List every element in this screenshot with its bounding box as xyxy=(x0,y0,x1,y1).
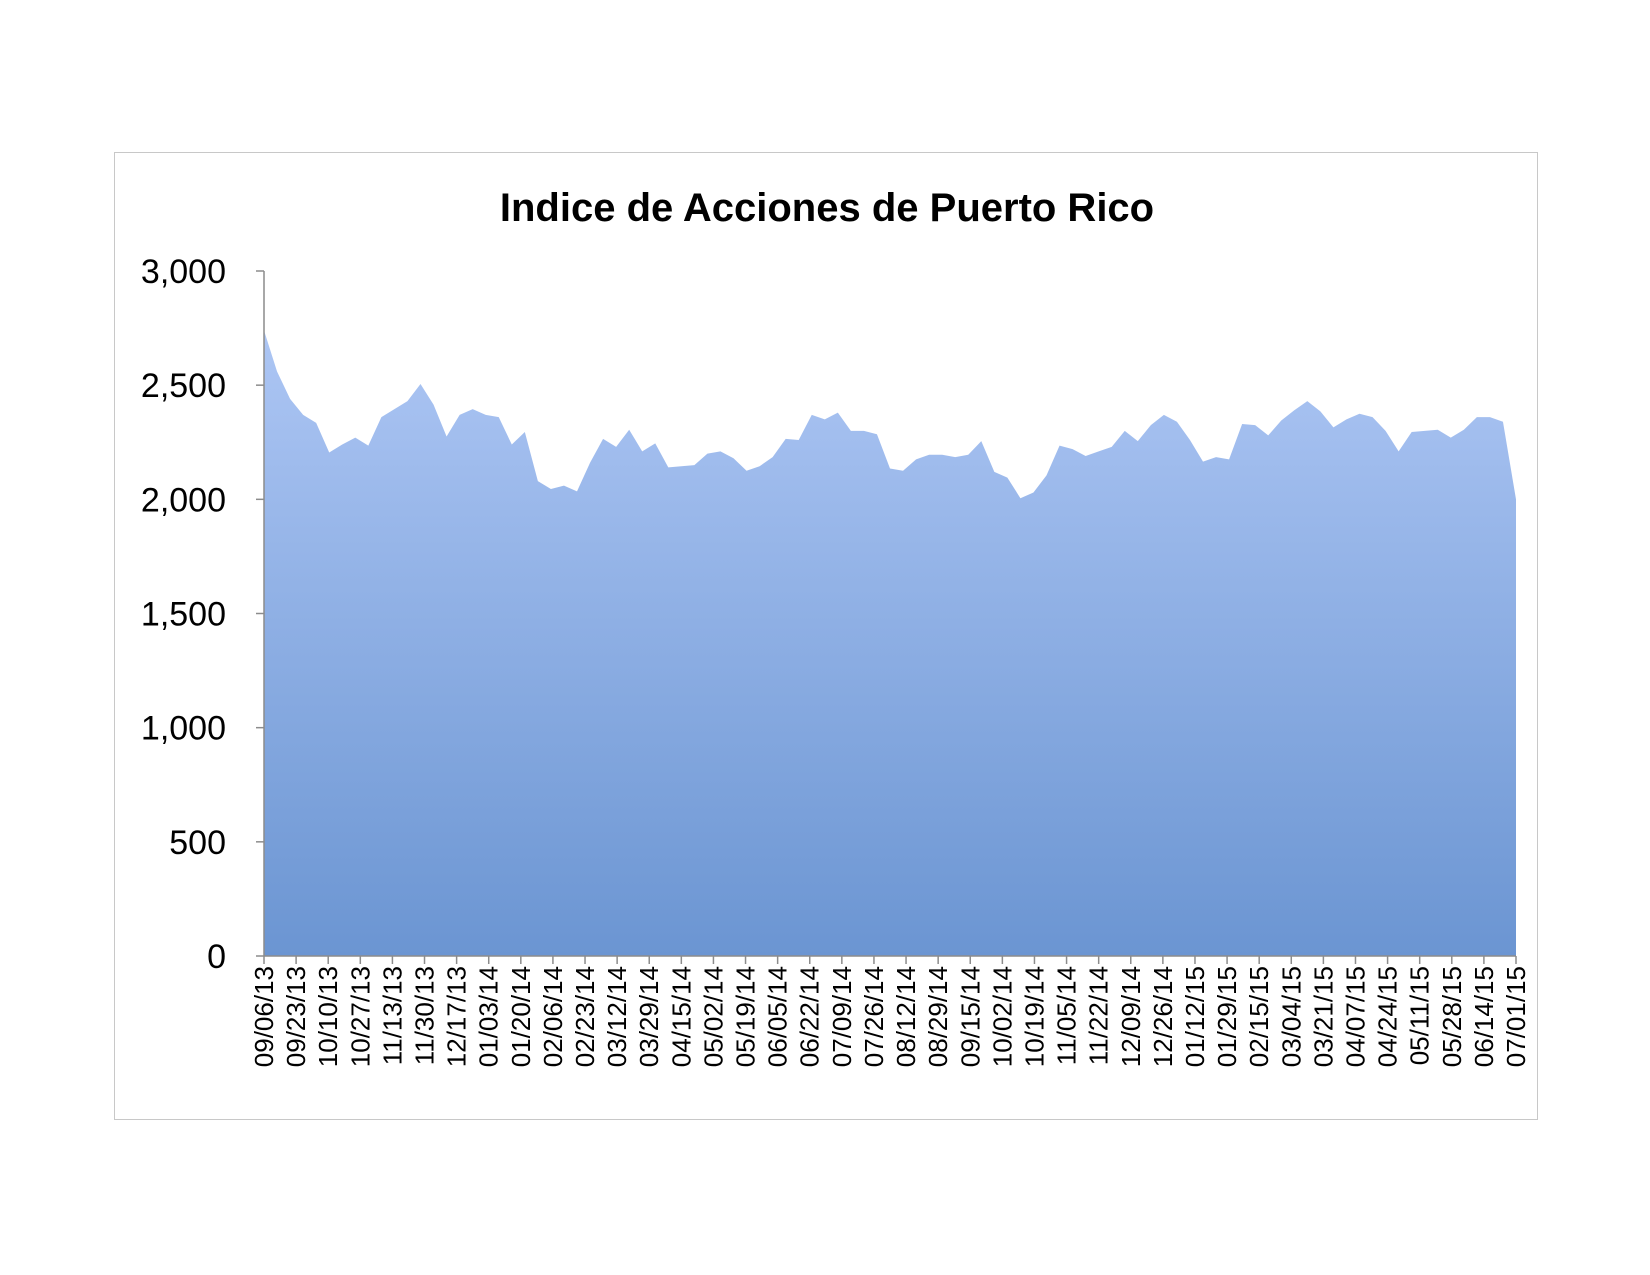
x-tick-label: 04/15/14 xyxy=(666,966,696,1067)
y-tick-label: 0 xyxy=(207,938,226,976)
x-tick-label: 07/01/15 xyxy=(1501,966,1531,1067)
x-tick-label: 04/07/15 xyxy=(1340,966,1370,1067)
x-tick-label: 04/24/15 xyxy=(1373,966,1403,1067)
x-tick-label: 10/19/14 xyxy=(1019,966,1049,1067)
x-tick-label: 08/29/14 xyxy=(923,966,953,1067)
x-tick-label: 12/26/14 xyxy=(1148,966,1178,1067)
x-tick-label: 06/14/15 xyxy=(1469,966,1499,1067)
x-tick-label: 12/17/13 xyxy=(442,966,472,1067)
x-tick-label: 10/02/14 xyxy=(987,966,1017,1067)
x-tick-label: 01/12/15 xyxy=(1180,966,1210,1067)
x-tick-label: 05/11/15 xyxy=(1405,966,1435,1065)
x-tick-label: 01/29/15 xyxy=(1212,966,1242,1067)
y-tick-label: 1,000 xyxy=(141,710,226,748)
x-tick-label: 11/22/14 xyxy=(1084,966,1114,1065)
x-tick-label: 01/20/14 xyxy=(506,966,536,1067)
x-tick-label: 09/15/14 xyxy=(955,966,985,1067)
x-tick-label: 03/21/15 xyxy=(1308,966,1338,1067)
x-tick-label: 11/13/13 xyxy=(377,966,407,1065)
x-tick-label: 02/15/15 xyxy=(1244,966,1274,1067)
chart-title: Indice de Acciones de Puerto Rico xyxy=(500,186,1154,230)
x-tick-label: 07/09/14 xyxy=(827,966,857,1067)
x-tick-label: 03/04/15 xyxy=(1276,966,1306,1067)
series-area xyxy=(264,330,1516,956)
y-tick-label: 1,500 xyxy=(141,596,226,634)
x-tick-label: 11/30/13 xyxy=(410,966,440,1065)
x-tick-label: 01/03/14 xyxy=(474,966,504,1067)
x-tick-label: 07/26/14 xyxy=(859,966,889,1067)
y-axis: 0 500 1,000 1,500 2,000 2,500 3,000 xyxy=(141,253,265,976)
x-tick-label: 02/23/14 xyxy=(570,966,600,1067)
x-tick-label: 12/09/14 xyxy=(1116,966,1146,1067)
chart-svg: Indice de Acciones de Puerto Rico 0 500 1,… xyxy=(141,186,1531,1067)
x-tick-label: 10/27/13 xyxy=(345,966,375,1067)
x-tick-label: 09/23/13 xyxy=(281,966,311,1067)
x-tick-label: 08/12/14 xyxy=(891,966,921,1067)
y-tick-label: 2,000 xyxy=(141,481,226,519)
chart-frame: Indice de Acciones de Puerto Rico 0 500 1,… xyxy=(114,152,1538,1120)
plot-area xyxy=(264,330,1516,956)
x-tick-label: 06/05/14 xyxy=(763,966,793,1067)
x-tick-label: 02/06/14 xyxy=(538,966,568,1067)
x-tick-label: 05/19/14 xyxy=(731,966,761,1067)
x-tick-label: 09/06/13 xyxy=(249,966,279,1067)
x-axis: 09/06/13 09/23/13 10/10/13 10/27/13 11/13/13… xyxy=(249,955,1531,1067)
x-tick-label: 10/10/13 xyxy=(313,966,343,1067)
x-tick-label: 03/29/14 xyxy=(634,966,664,1067)
x-tick-label: 11/05/14 xyxy=(1052,966,1082,1065)
y-tick-label: 500 xyxy=(169,824,226,862)
y-tick-label: 3,000 xyxy=(141,253,226,291)
x-tick-label: 05/28/15 xyxy=(1437,966,1467,1067)
x-tick-label: 05/02/14 xyxy=(698,966,728,1067)
x-tick-label: 03/12/14 xyxy=(602,966,632,1067)
x-tick-label: 06/22/14 xyxy=(795,966,825,1067)
y-tick-label: 2,500 xyxy=(141,367,226,405)
